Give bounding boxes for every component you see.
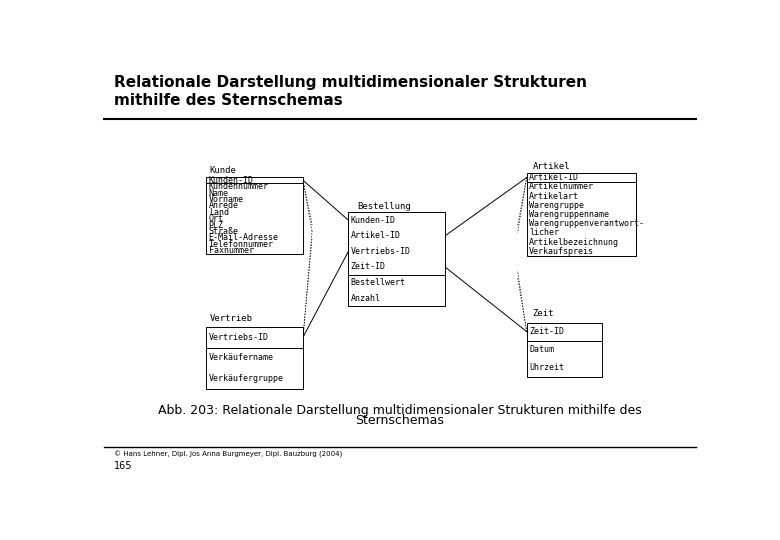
Text: Name: Name xyxy=(209,188,229,198)
Text: Artikel: Artikel xyxy=(533,162,570,171)
Text: Uhrzeit: Uhrzeit xyxy=(529,363,564,372)
Text: Sternschemas: Sternschemas xyxy=(356,414,444,427)
Bar xyxy=(526,322,602,377)
Text: Faxnummer: Faxnummer xyxy=(209,246,254,255)
Text: Warengruppenname: Warengruppenname xyxy=(529,210,609,219)
Text: Artikelbezeichnung: Artikelbezeichnung xyxy=(529,238,619,247)
Text: Datum: Datum xyxy=(529,345,554,354)
Text: Anzahl: Anzahl xyxy=(351,294,381,302)
Text: Artikelart: Artikelart xyxy=(529,192,579,200)
Text: Warengruppenverantwort-: Warengruppenverantwort- xyxy=(529,219,644,228)
Text: Relationale Darstellung multidimensionaler Strukturen
mithilfe des Sternschemas: Relationale Darstellung multidimensional… xyxy=(114,75,587,107)
Text: E-Mail-Adresse: E-Mail-Adresse xyxy=(209,233,278,242)
Text: Zeit: Zeit xyxy=(533,309,555,319)
Text: Verkäufername: Verkäufername xyxy=(209,354,274,362)
Text: Verkäufergruppe: Verkäufergruppe xyxy=(209,374,284,383)
Text: Vertrieb: Vertrieb xyxy=(209,314,253,322)
Text: 165: 165 xyxy=(114,461,133,471)
Text: Anrede: Anrede xyxy=(209,201,239,211)
Bar xyxy=(206,327,303,389)
Bar xyxy=(206,177,303,254)
Text: Kunden-ID: Kunden-ID xyxy=(351,215,395,225)
Text: Telefonnummer: Telefonnummer xyxy=(209,240,274,249)
Text: Kunden-ID: Kunden-ID xyxy=(209,176,254,185)
Bar xyxy=(526,173,636,256)
Text: Artikel-ID: Artikel-ID xyxy=(351,231,401,240)
Text: Kunde: Kunde xyxy=(209,166,236,175)
Text: © Hans Lehner, Dipl. Jos Anna Burgmeyer, Dipl. Bauzburg (2004): © Hans Lehner, Dipl. Jos Anna Burgmeyer,… xyxy=(114,451,342,458)
Text: Abb. 203: Relationale Darstellung multidimensionaler Strukturen mithilfe des: Abb. 203: Relationale Darstellung multid… xyxy=(158,404,642,417)
Text: Artikel-ID: Artikel-ID xyxy=(529,173,579,182)
Text: Bestellung: Bestellung xyxy=(357,202,411,211)
Text: licher: licher xyxy=(529,228,559,238)
Text: Zeit-ID: Zeit-ID xyxy=(351,262,386,272)
Text: Bestellwert: Bestellwert xyxy=(351,278,406,287)
Text: Vertriebs-ID: Vertriebs-ID xyxy=(209,333,269,342)
Text: Artikelnummer: Artikelnummer xyxy=(529,183,594,191)
Bar xyxy=(349,212,445,306)
Text: Vertriebs-ID: Vertriebs-ID xyxy=(351,247,411,256)
Text: Verkaufspreis: Verkaufspreis xyxy=(529,247,594,256)
Text: Kundennummer: Kundennummer xyxy=(209,182,269,191)
Text: Straße: Straße xyxy=(209,227,239,236)
Text: Zeit-ID: Zeit-ID xyxy=(529,327,564,336)
Text: Land: Land xyxy=(209,208,229,217)
Text: Vorname: Vorname xyxy=(209,195,243,204)
Text: PLZ: PLZ xyxy=(209,221,224,230)
Text: Warengruppe: Warengruppe xyxy=(529,201,584,210)
Text: Ort: Ort xyxy=(209,214,224,223)
